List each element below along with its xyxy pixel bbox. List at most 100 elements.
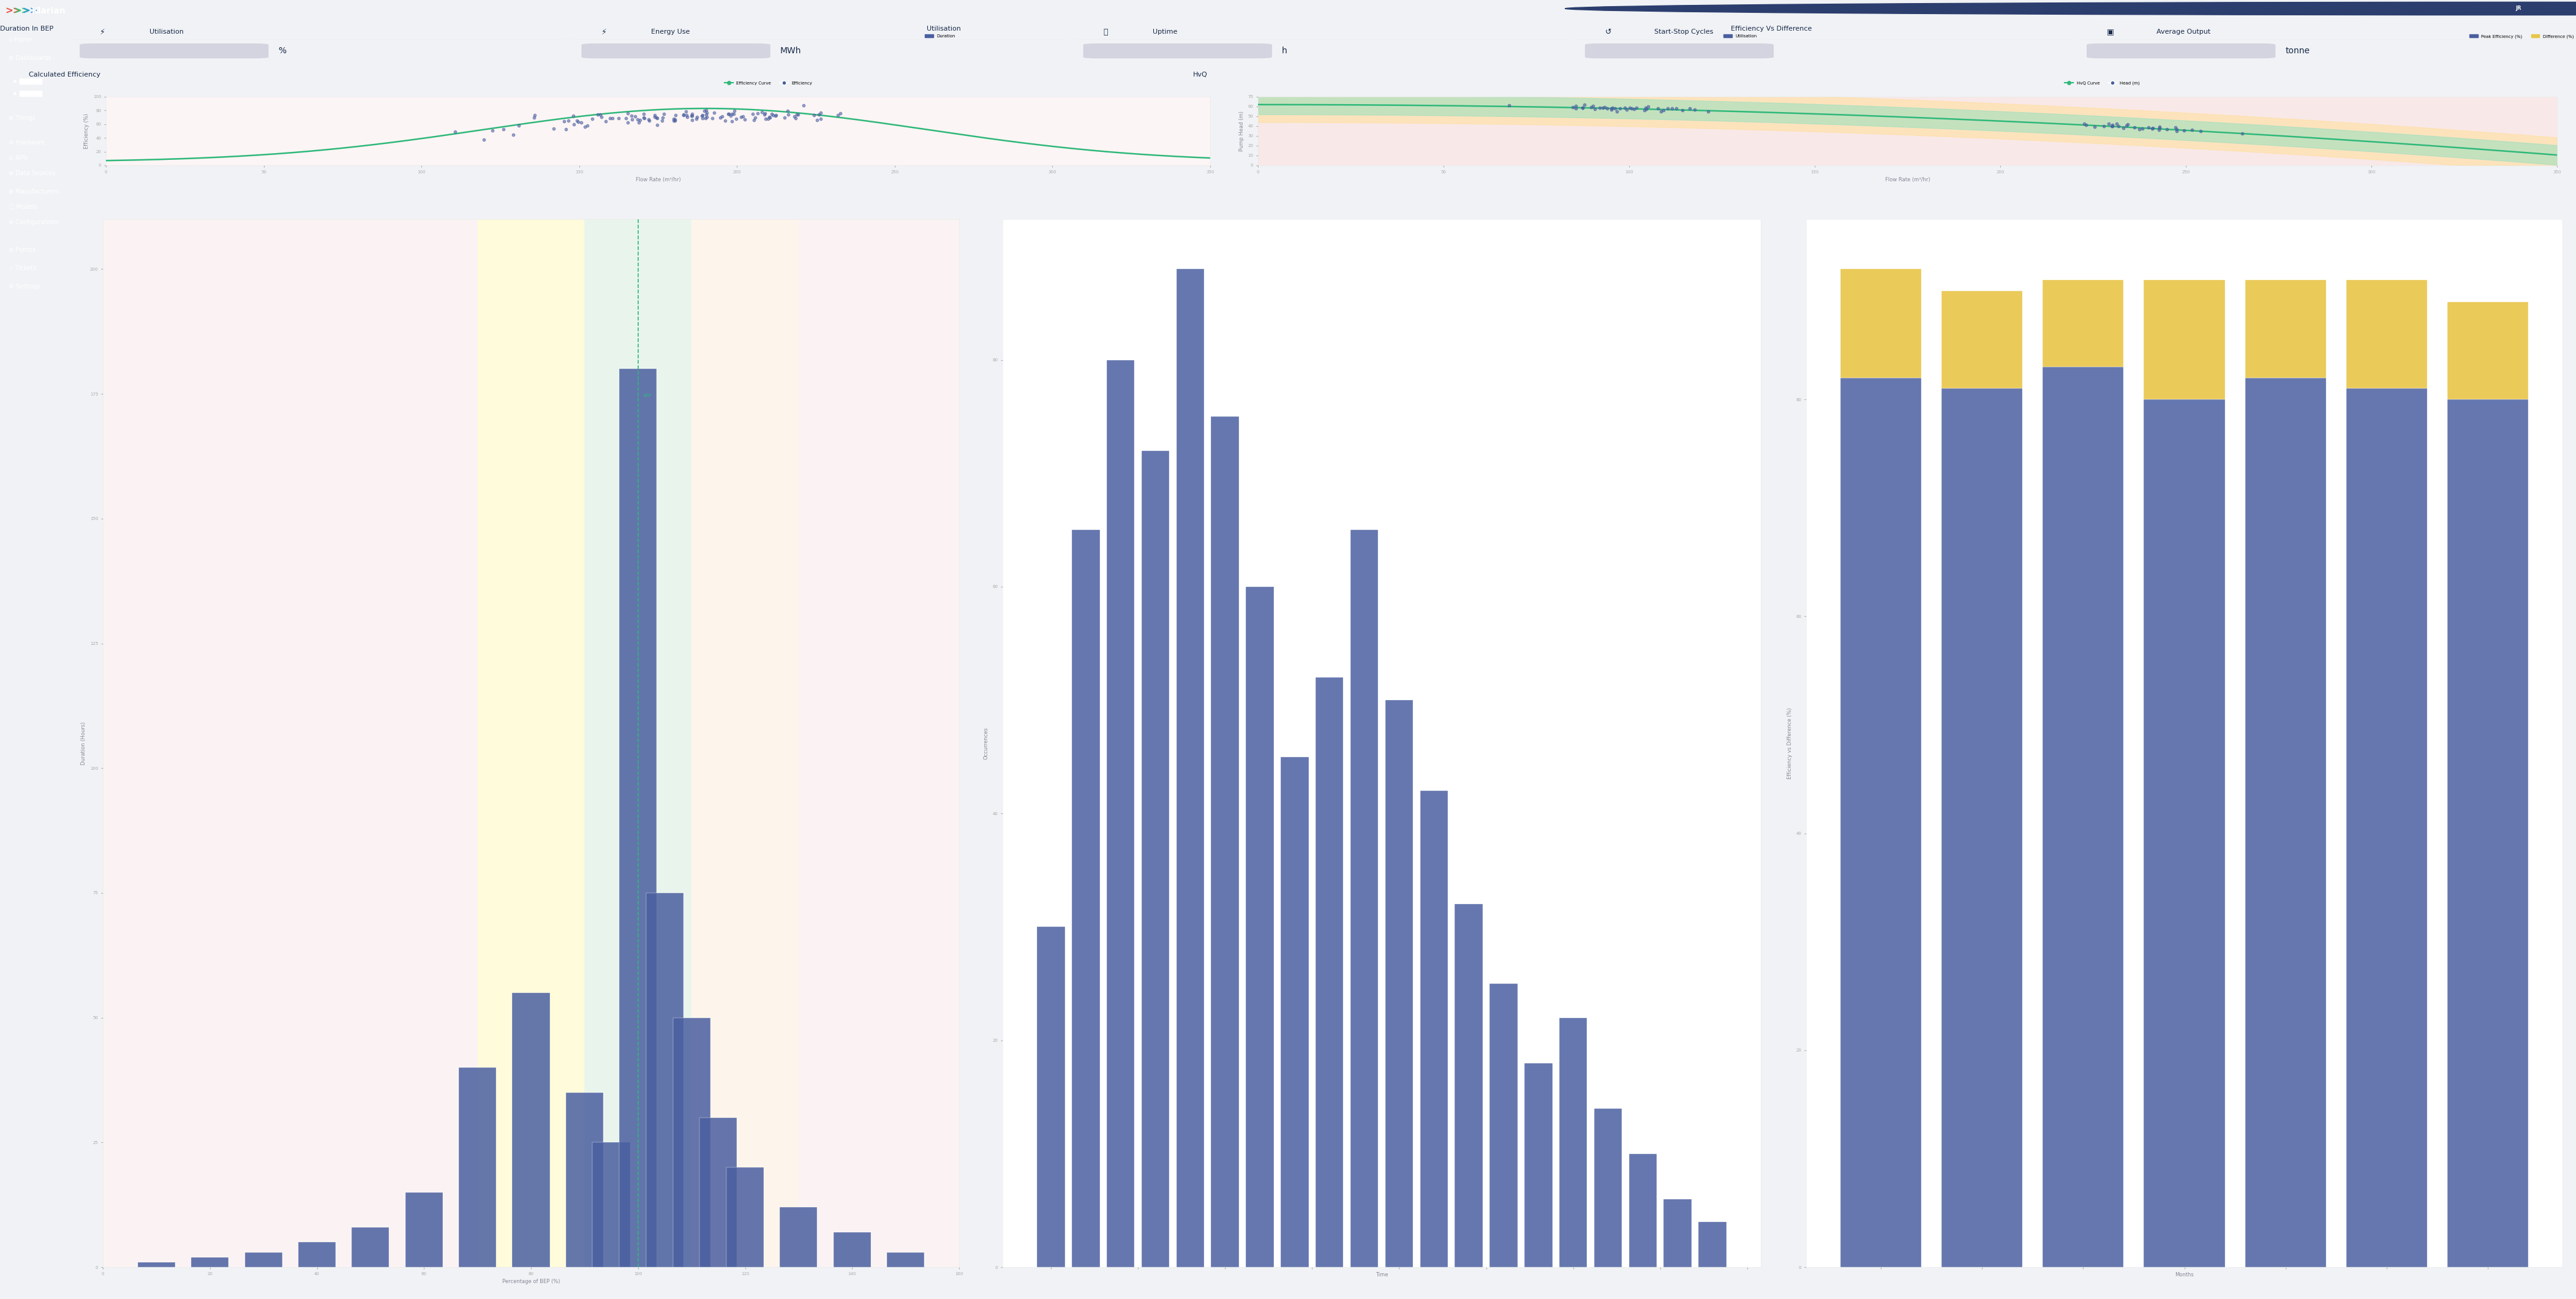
- Point: [775, 108, 817, 129]
- Point: [670, 105, 711, 126]
- Bar: [781, 1207, 817, 1267]
- Point: [2092, 116, 2133, 136]
- Point: [2074, 117, 2115, 138]
- Point: [585, 110, 626, 131]
- Point: [2156, 121, 2197, 142]
- Bar: [2043, 281, 2123, 366]
- Text: Klarian: Klarian: [31, 6, 67, 16]
- Text: ✓ Tickets: ✓ Tickets: [8, 265, 36, 271]
- Point: [580, 104, 621, 125]
- Point: [752, 104, 793, 125]
- Point: [773, 107, 814, 127]
- Point: [654, 108, 696, 129]
- Point: [611, 105, 652, 126]
- Text: Average Output: Average Output: [2156, 29, 2210, 35]
- Bar: [1072, 530, 1100, 1267]
- Point: [685, 107, 726, 127]
- Point: [513, 107, 554, 127]
- Point: [464, 129, 505, 149]
- Point: [1571, 96, 1613, 117]
- Legend: Peak Efficiency (%), Difference (%): Peak Efficiency (%), Difference (%): [2468, 32, 2576, 40]
- Text: ★ █████: ★ █████: [13, 78, 41, 84]
- Point: [1643, 100, 1685, 121]
- Point: [559, 112, 600, 132]
- Point: [1561, 97, 1602, 118]
- Text: Start-Stop Cycles: Start-Stop Cycles: [1654, 29, 1713, 35]
- Bar: [137, 1263, 175, 1267]
- Point: [2221, 123, 2262, 144]
- Legend: HvQ Curve, Head (m): HvQ Curve, Head (m): [2063, 79, 2141, 87]
- Text: ⚙ Settings: ⚙ Settings: [8, 283, 41, 290]
- Point: [2156, 120, 2197, 140]
- Point: [1571, 96, 1613, 117]
- Point: [616, 109, 657, 130]
- Point: [554, 114, 595, 135]
- X-axis label: Months: Months: [2174, 1272, 2195, 1278]
- Point: [482, 120, 523, 140]
- Bar: [459, 1068, 497, 1267]
- Point: [580, 107, 621, 127]
- Text: Energy Use: Energy Use: [652, 29, 690, 35]
- Point: [693, 108, 734, 129]
- FancyBboxPatch shape: [1084, 43, 1273, 58]
- Point: [2146, 118, 2187, 139]
- Point: [1489, 95, 1530, 116]
- Point: [634, 105, 675, 126]
- Bar: [191, 1257, 229, 1267]
- Point: [2084, 116, 2125, 136]
- Point: [551, 105, 592, 126]
- Point: [667, 105, 708, 126]
- Point: [675, 108, 716, 129]
- X-axis label: Flow Rate (m³/hr): Flow Rate (m³/hr): [636, 177, 680, 183]
- Point: [685, 100, 726, 121]
- Point: [683, 105, 724, 126]
- Point: [2138, 120, 2179, 140]
- Text: ⊙ APIs: ⊙ APIs: [8, 155, 28, 161]
- Point: [654, 109, 696, 130]
- Point: [1553, 96, 1595, 117]
- Point: [677, 107, 719, 127]
- Point: [1597, 101, 1638, 122]
- Point: [562, 112, 603, 132]
- Point: [714, 100, 755, 121]
- Point: [708, 104, 750, 125]
- Text: ⚙ Hardware: ⚙ Hardware: [8, 139, 44, 145]
- Text: ↺: ↺: [1605, 29, 1610, 36]
- Point: [711, 110, 752, 131]
- Bar: [1839, 378, 1922, 1267]
- Point: [544, 110, 585, 131]
- Bar: [2347, 281, 2427, 388]
- Bar: [1280, 757, 1309, 1267]
- Point: [2105, 116, 2146, 136]
- Text: ⏱: ⏱: [1103, 29, 1108, 36]
- Bar: [477, 220, 585, 1267]
- Point: [2128, 117, 2169, 138]
- Text: JR: JR: [2514, 5, 2522, 12]
- Point: [747, 108, 788, 129]
- Y-axis label: Duration (Hours): Duration (Hours): [80, 722, 88, 765]
- Point: [1579, 97, 1620, 118]
- Point: [2107, 113, 2148, 134]
- Point: [2179, 121, 2221, 142]
- Bar: [1664, 1199, 1692, 1267]
- Point: [623, 108, 665, 129]
- Bar: [103, 220, 477, 1267]
- Bar: [1038, 927, 1064, 1267]
- Point: [721, 107, 762, 127]
- Text: ≣ Things: ≣ Things: [8, 116, 36, 121]
- Bar: [835, 1233, 871, 1267]
- Bar: [1455, 904, 1484, 1267]
- Bar: [2246, 378, 2326, 1267]
- Point: [801, 103, 842, 123]
- Y-axis label: Efficiency vs Difference (%): Efficiency vs Difference (%): [1788, 708, 1793, 779]
- Point: [685, 108, 726, 129]
- Bar: [106, 96, 1211, 165]
- Bar: [1419, 791, 1448, 1267]
- Point: [652, 110, 693, 131]
- Point: [634, 107, 675, 127]
- Bar: [690, 220, 799, 1267]
- Point: [1610, 97, 1651, 118]
- Bar: [1177, 269, 1203, 1267]
- Point: [2089, 113, 2130, 134]
- Text: MWh: MWh: [781, 47, 801, 55]
